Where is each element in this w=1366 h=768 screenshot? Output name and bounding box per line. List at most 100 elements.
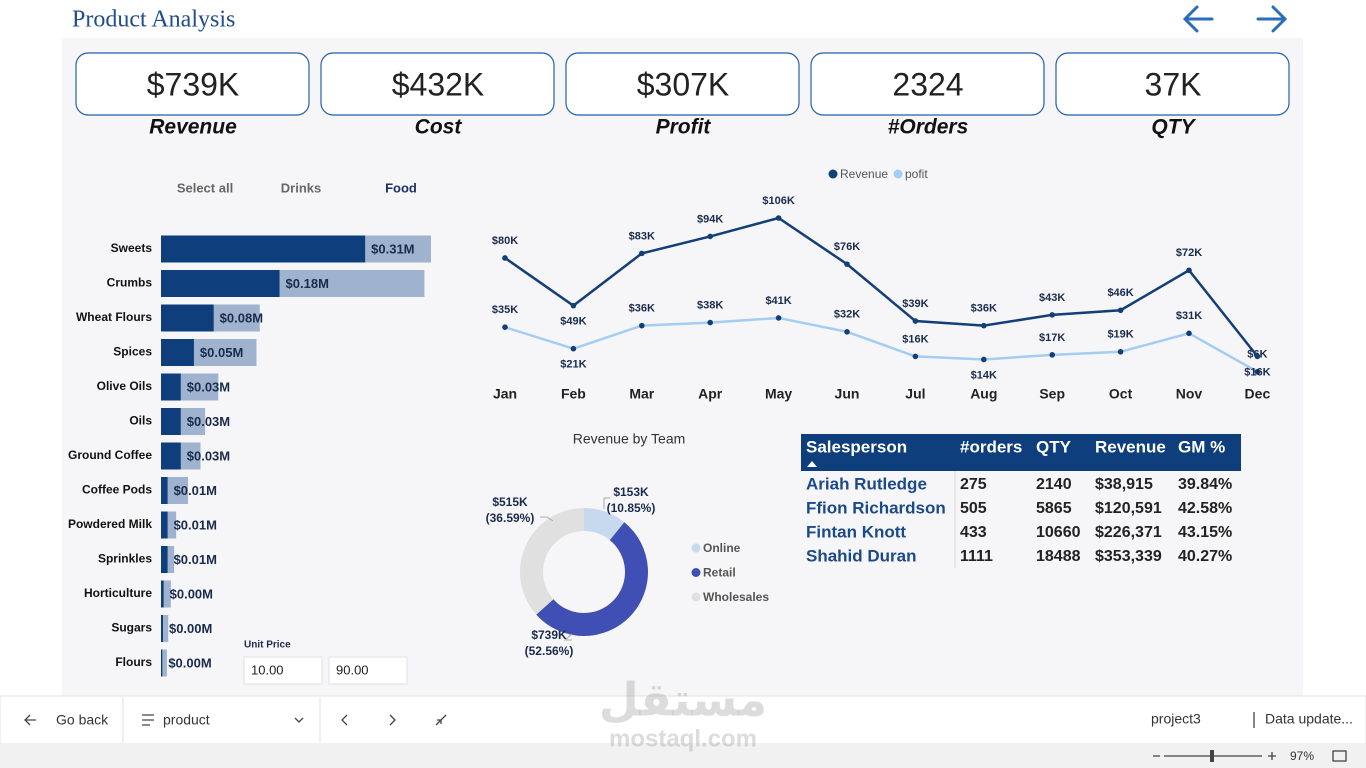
fit-icon[interactable] <box>1332 750 1347 762</box>
point <box>502 255 508 261</box>
data-label: $0.08M <box>220 310 263 325</box>
y-tick-label: Wheat Flours <box>76 310 152 324</box>
table-cell: 39.84% <box>1178 476 1232 493</box>
watermark-latin: mostaql.com <box>609 725 757 752</box>
legend-marker <box>691 543 701 553</box>
point <box>570 345 577 352</box>
dropdown-icon[interactable] <box>294 717 304 723</box>
legend-label[interactable]: Online <box>703 541 741 555</box>
bar <box>161 580 164 608</box>
salesperson-name: Shahid Duran <box>806 546 917 565</box>
point <box>981 356 987 363</box>
data-label: $76K <box>834 241 860 253</box>
arrow-icon <box>1182 5 1214 33</box>
legend-label: pofit <box>905 167 928 181</box>
table-header[interactable]: Salesperson <box>806 437 907 456</box>
prev-page[interactable] <box>341 714 348 726</box>
kpi-card <box>810 52 1045 116</box>
table-header[interactable]: Revenue <box>1095 437 1166 456</box>
line <box>504 316 1259 373</box>
point <box>1049 312 1055 318</box>
bar <box>161 408 181 435</box>
table-header[interactable]: QTY <box>1036 437 1072 456</box>
data-label: $0.18M <box>286 276 329 291</box>
kpi-card <box>565 52 800 116</box>
next-arrow[interactable] <box>1256 5 1288 33</box>
point <box>1049 352 1055 358</box>
donut-slice <box>584 508 625 541</box>
price-min-box[interactable] <box>243 656 323 685</box>
bar <box>161 546 168 573</box>
point <box>1186 330 1192 337</box>
price-max-box[interactable] <box>328 656 408 685</box>
bar <box>161 339 194 366</box>
data-label: $83K <box>629 230 655 242</box>
bar <box>161 615 169 642</box>
x-tick-label: Sep <box>1039 386 1065 402</box>
kpi-value: $739K <box>147 66 240 102</box>
data-label: $0.03M <box>187 414 230 429</box>
bar <box>161 477 168 504</box>
kpi-label: Profit <box>656 116 712 139</box>
point <box>639 250 645 257</box>
table-cell: 505 <box>960 500 987 517</box>
x-tick-label: Feb <box>561 386 586 402</box>
legend-marker <box>691 592 701 602</box>
kpi-value: $307K <box>637 66 730 102</box>
slice-amount: $515K <box>492 495 528 509</box>
next-page[interactable] <box>389 714 396 726</box>
y-tick-label: Coffee Pods <box>82 483 152 497</box>
kpi-card <box>320 52 555 116</box>
data-status[interactable]: Data update... <box>1265 711 1353 727</box>
collapse-icon[interactable] <box>435 714 447 726</box>
page-select[interactable]: product <box>163 712 210 728</box>
table-cell: 433 <box>960 524 987 541</box>
footer-separators <box>122 697 321 743</box>
sort-indicator[interactable] <box>807 461 817 467</box>
legend-label[interactable]: Retail <box>703 566 736 580</box>
unit-price-max[interactable]: 90.00 <box>336 662 369 677</box>
data-label: $16K <box>1244 366 1270 378</box>
project-name: project3 <box>1151 711 1201 727</box>
data-label: $0.05M <box>200 345 243 360</box>
table-header-bg <box>801 434 1241 471</box>
data-label: $21K <box>560 359 586 371</box>
data-label: $0.01M <box>174 483 217 498</box>
slicer-option[interactable]: Drinks <box>281 180 321 195</box>
y-tick-label: Sugars <box>111 621 152 635</box>
point <box>1254 368 1261 375</box>
point <box>912 353 919 360</box>
unit-price-min[interactable]: 10.00 <box>251 662 284 677</box>
table-cell: 40.27% <box>1178 548 1232 565</box>
leader-line <box>540 516 554 522</box>
slicer-option[interactable]: Food <box>385 180 417 195</box>
table-header[interactable]: #orders <box>960 437 1022 456</box>
zoom-thumb[interactable] <box>1210 750 1214 762</box>
slicer-option[interactable]: Select all <box>177 180 233 195</box>
kpi-value: 2324 <box>892 66 963 102</box>
x-tick-label: Nov <box>1176 386 1203 402</box>
zoom-level: 97% <box>1290 749 1314 763</box>
data-label: $0.00M <box>170 586 213 601</box>
x-tick-label: Mar <box>629 386 654 402</box>
slice-percent: (52.56%) <box>525 644 574 658</box>
go-back[interactable]: Go back <box>56 712 109 728</box>
data-label: $19K <box>1107 329 1133 341</box>
point <box>912 318 919 324</box>
bar <box>161 270 280 297</box>
page-icon <box>142 714 154 726</box>
x-tick-label: Aug <box>970 386 997 402</box>
prev-arrow[interactable] <box>1182 5 1214 33</box>
bar <box>161 373 181 401</box>
legend-label[interactable]: Wholesales <box>703 590 769 604</box>
y-tick-label: Flours <box>115 655 152 669</box>
table-header[interactable]: GM % <box>1178 437 1225 456</box>
x-tick-label: May <box>765 386 792 402</box>
point <box>1117 307 1124 314</box>
table-cell: $120,591 <box>1095 500 1162 517</box>
data-label: $38K <box>697 299 723 311</box>
y-tick-label: Horticulture <box>84 586 152 600</box>
data-label: $49K <box>560 316 586 328</box>
bar <box>161 580 171 608</box>
